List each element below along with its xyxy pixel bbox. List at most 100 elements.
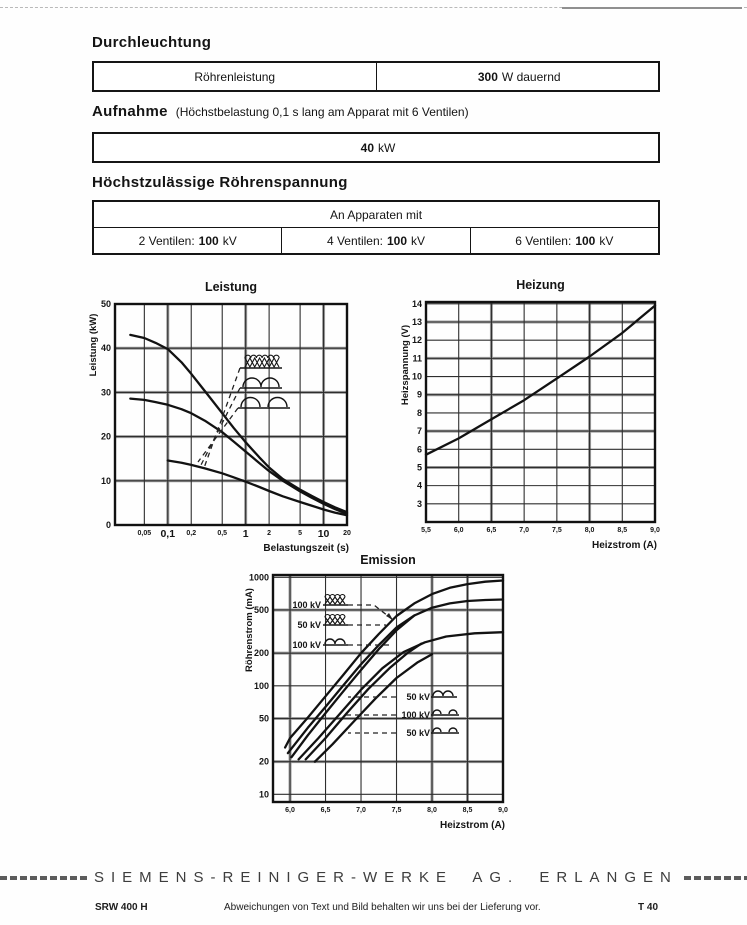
svg-text:30: 30	[101, 387, 111, 397]
axis-text: 6,0 6,5 7,0 7,5 8,0 8,5 9,0 10 20 50 100 200 500 1000…	[244, 553, 508, 831]
svg-text:10: 10	[412, 372, 422, 382]
table-cell-2-ventile: 2 Ventilen: 100 kV	[138, 233, 237, 248]
svg-text:Belastungszeit (s): Belastungszeit (s)	[263, 543, 349, 554]
svg-text:0,5: 0,5	[217, 530, 227, 537]
disclaimer-text: Abweichungen von Text und Bild behalten …	[224, 902, 541, 913]
series-lines	[283, 579, 505, 763]
series-line	[297, 631, 505, 761]
series-lines	[129, 333, 349, 517]
svg-text:500: 500	[254, 605, 269, 615]
series-line	[286, 598, 505, 755]
svg-text:Röhrenstrom (mA): Röhrenstrom (mA)	[244, 588, 255, 672]
svg-text:6,5: 6,5	[487, 527, 497, 534]
heading-text: Höchstzulässige Röhrenspannung	[92, 174, 348, 191]
svg-text:20: 20	[101, 432, 111, 442]
svg-text:5,5: 5,5	[421, 527, 431, 534]
svg-text:0,1: 0,1	[160, 528, 175, 540]
svg-text:6: 6	[417, 444, 422, 454]
svg-text:8,0: 8,0	[585, 527, 595, 534]
leistung-chart: 0,05 0,1 0,2 0,5 1 2 5 10 20 0 10 20 30 40 50 Leistung L…	[83, 278, 375, 554]
svg-text:5: 5	[298, 530, 302, 537]
section-heading-spannung: Höchstzulässige Röhrenspannung	[92, 174, 348, 191]
table-cell-6-ventile: 6 Ventilen: 100 kV	[515, 233, 614, 248]
svg-text:9,0: 9,0	[498, 807, 508, 814]
svg-text:50 kV: 50 kV	[406, 692, 430, 702]
series-line	[304, 642, 423, 761]
svg-text:8,0: 8,0	[427, 807, 437, 814]
gridlines	[115, 303, 348, 526]
svg-text:100: 100	[254, 681, 269, 691]
svg-text:0,2: 0,2	[186, 530, 196, 537]
heading-note: (Höchstbelastung 0,1 s lang am Apparat m…	[175, 105, 469, 119]
series-line	[290, 614, 416, 759]
svg-text:Leistung: Leistung	[205, 280, 257, 294]
svg-text:10: 10	[318, 528, 330, 540]
series-line	[283, 579, 505, 749]
table-divider	[469, 228, 471, 253]
svg-text:100 kV: 100 kV	[401, 710, 430, 720]
table-divider	[281, 228, 283, 253]
series-line	[313, 653, 434, 763]
series-line	[129, 397, 349, 516]
svg-text:100 kV: 100 kV	[292, 640, 321, 650]
svg-text:13: 13	[412, 317, 422, 327]
table-cell-value: 40 kW	[94, 136, 658, 160]
svg-text:10: 10	[101, 476, 111, 486]
company-name: SIEMENS-REINIGER-WERKE AG. ERLANGEN	[94, 869, 678, 886]
heading-text: Durchleuchtung	[92, 34, 212, 51]
svg-text:6,5: 6,5	[321, 807, 331, 814]
value-unit: kW	[378, 140, 396, 155]
svg-text:7,5: 7,5	[552, 527, 562, 534]
spannung-table: An Apparaten mit 2 Ventilen: 100 kV 4 Vent…	[92, 200, 660, 255]
table-cell-value: 300 W dauernd	[377, 65, 659, 89]
leistung-chart-svg: 0,05 0,1 0,2 0,5 1 2 5 10 20 0 10 20 30 40 50 Leistung L…	[88, 280, 351, 554]
series-line	[166, 459, 349, 517]
series-line	[424, 304, 657, 456]
svg-text:11: 11	[412, 353, 422, 363]
svg-text:7,5: 7,5	[392, 807, 402, 814]
svg-text:1: 1	[243, 528, 249, 540]
table-header-cell: An Apparaten mit	[329, 207, 423, 222]
svg-text:Heizspannung (V): Heizspannung (V)	[400, 325, 411, 405]
svg-text:2: 2	[267, 530, 271, 537]
axis-text: 0,05 0,1 0,2 0,5 1 2 5 10 20 0 10 20 30 40 50 Leistung L…	[88, 280, 351, 554]
svg-text:Emission: Emission	[360, 553, 416, 567]
emission-chart: 100 kV 50 kV 100 kV 50 kV 100 kV 50 kV 6,0 6,5 7…	[241, 552, 543, 831]
legend: 100 kV 50 kV 100 kV 50 kV 100 kV 50 kV	[292, 593, 459, 738]
svg-text:100 kV: 100 kV	[292, 600, 321, 610]
svg-text:Heizstrom (A): Heizstrom (A)	[440, 820, 505, 830]
value-number: 300	[477, 69, 498, 84]
svg-text:9,0: 9,0	[650, 527, 660, 534]
table-divider	[375, 63, 377, 90]
svg-text:6,0: 6,0	[454, 527, 464, 534]
svg-text:50 kV: 50 kV	[406, 728, 430, 738]
svg-text:200: 200	[254, 648, 269, 658]
heading-text: Aufnahme	[92, 103, 168, 120]
svg-text:40: 40	[101, 343, 111, 353]
svg-text:Heizstrom (A): Heizstrom (A)	[592, 540, 657, 551]
svg-text:14: 14	[412, 299, 422, 309]
section-heading-aufnahme: Aufnahme (Höchstbelastung 0,1 s lang am A…	[92, 103, 469, 120]
durchleuchtung-table: Röhrenleistung 300 W dauernd	[92, 61, 660, 92]
svg-text:8,5: 8,5	[617, 527, 627, 534]
value-number: 40	[360, 140, 375, 155]
heizung-chart: 5,5 6,0 6,5 7,0 7,5 8,0 8,5 9,0 3 4 5 6 7 8 9 10 11 12 13 1…	[398, 278, 670, 554]
aufnahme-table: 40 kW	[92, 132, 660, 163]
svg-text:50 kV: 50 kV	[297, 620, 321, 630]
svg-text:7: 7	[417, 426, 422, 436]
svg-text:6,0: 6,0	[285, 807, 295, 814]
legend	[197, 354, 290, 469]
svg-text:9: 9	[417, 390, 422, 400]
axis-text: 5,5 6,0 6,5 7,0 7,5 8,0 8,5 9,0 3 4 5 6 7 8 9 10 11 12 13 1…	[400, 278, 660, 551]
scan-artifact-line	[0, 7, 747, 9]
footer-rule-left	[0, 875, 88, 880]
svg-text:20: 20	[343, 530, 351, 537]
svg-text:10: 10	[259, 789, 269, 799]
svg-text:4: 4	[417, 481, 422, 491]
svg-text:20: 20	[259, 757, 269, 767]
svg-text:7,0: 7,0	[519, 527, 529, 534]
footer-company-row: SIEMENS-REINIGER-WERKE AG. ERLANGEN	[0, 869, 747, 886]
heizung-chart-svg: 5,5 6,0 6,5 7,0 7,5 8,0 8,5 9,0 3 4 5 6 7 8 9 10 11 12 13 1…	[400, 278, 660, 551]
svg-text:3: 3	[417, 499, 422, 509]
